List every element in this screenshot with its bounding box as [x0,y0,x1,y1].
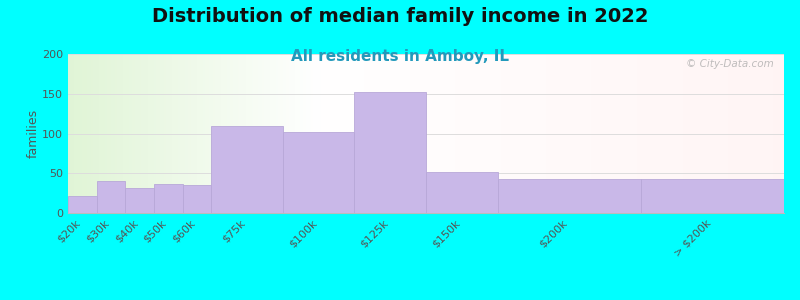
Bar [126,188,154,213]
Bar [354,92,426,213]
Bar [641,179,784,213]
Bar [498,179,641,213]
Y-axis label: families: families [26,109,39,158]
Bar [426,172,498,213]
Text: Distribution of median family income in 2022: Distribution of median family income in … [152,8,648,26]
Bar [211,125,282,213]
Bar [282,132,354,213]
Text: All residents in Amboy, IL: All residents in Amboy, IL [291,50,509,64]
Text: © City-Data.com: © City-Data.com [686,59,774,69]
Bar [97,181,126,213]
Bar [68,196,97,213]
Bar [182,185,211,213]
Bar [154,184,182,213]
